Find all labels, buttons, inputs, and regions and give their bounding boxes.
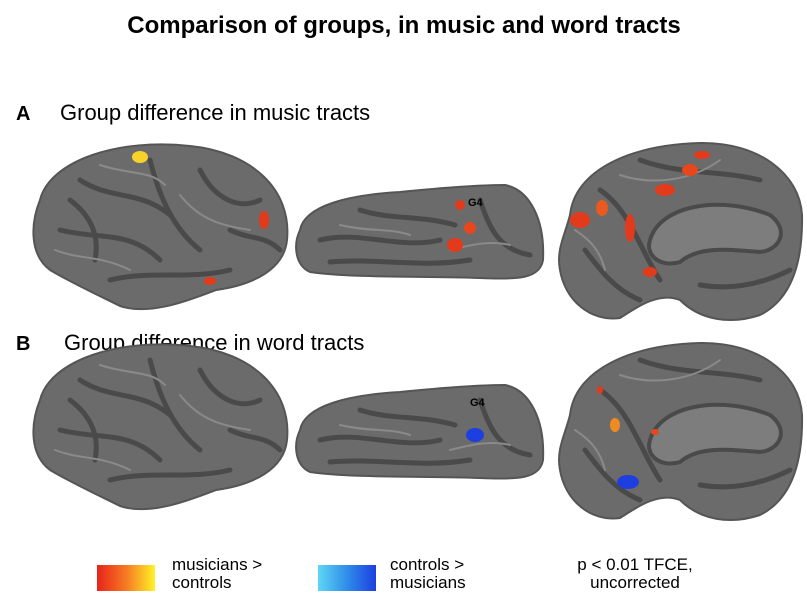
- legend-text: controls: [172, 573, 232, 592]
- legend-text: musicians >: [172, 555, 262, 574]
- legend-note: p < 0.01 TFCE,: [577, 555, 692, 574]
- legend-note: uncorrected: [590, 573, 680, 592]
- panel-heading: Group difference in music tracts: [60, 100, 370, 125]
- brain-row-b: G4: [33, 343, 802, 520]
- panel-letter: B: [16, 333, 30, 355]
- view-marker: G4: [468, 197, 484, 209]
- legend-text: controls >: [390, 555, 464, 574]
- view-marker: G4: [470, 397, 486, 409]
- brain-row-a: G4: [33, 143, 802, 320]
- legend-text: musicians: [390, 573, 466, 592]
- legend-swatch: [97, 565, 155, 591]
- figure: Comparison of groups, in music and word …: [0, 0, 807, 599]
- figure-title: Comparison of groups, in music and word …: [127, 12, 680, 39]
- panel-letter: A: [16, 103, 30, 125]
- legend-swatch: [318, 565, 376, 591]
